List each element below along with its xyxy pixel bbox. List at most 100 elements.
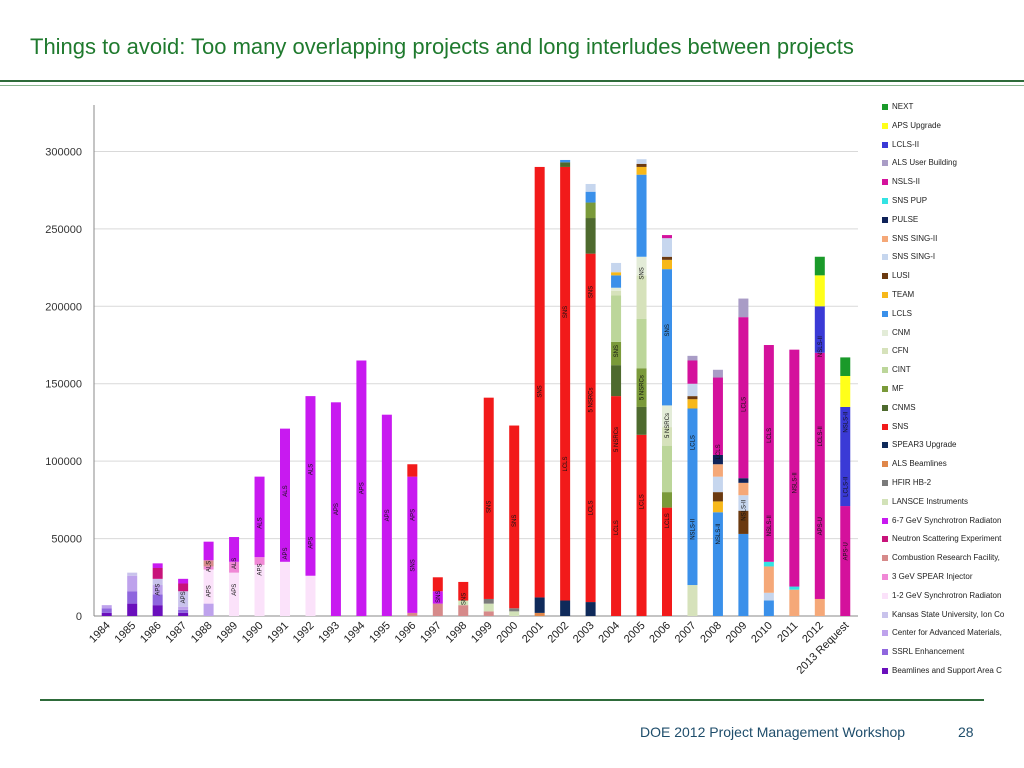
- bar-segment: [203, 541, 214, 561]
- legend-swatch: [882, 498, 888, 505]
- bar-segment: [101, 608, 112, 613]
- bar-segment: [789, 589, 800, 616]
- legend-item: SPEAR3 Upgrade: [878, 438, 1024, 457]
- legend-item: HFIR HB-2: [878, 476, 1024, 495]
- bar-segment: [712, 369, 723, 378]
- y-tick-label: 150000: [45, 379, 82, 391]
- bar-segment: [560, 162, 571, 167]
- bar-label: ALS: [258, 517, 264, 528]
- bar-segment: [127, 603, 138, 616]
- x-tick-label: 1995: [367, 620, 393, 646]
- bar-label: NSLS-II: [792, 472, 798, 493]
- bar-segment: [636, 406, 647, 435]
- bar-segment: [662, 235, 672, 239]
- legend-item: ALS User Building: [878, 156, 1024, 175]
- bar-label: ALS: [232, 558, 238, 569]
- legend-swatch: [882, 273, 888, 280]
- legend-label: SSRL Enhancement: [892, 647, 965, 657]
- bar-segment: [712, 377, 723, 455]
- bar-label: SNS: [640, 267, 646, 279]
- bar-label: LCLS: [767, 428, 773, 443]
- legend-label: CFN: [892, 346, 909, 356]
- bar-segment: [152, 563, 163, 568]
- bar-segment: [178, 612, 189, 616]
- bar-segment: [611, 365, 622, 397]
- bar-segment: [687, 399, 698, 409]
- bar-segment: [662, 445, 672, 493]
- x-tick-label: 2001: [520, 620, 546, 646]
- bar-segment: [687, 585, 698, 616]
- bar-segment: [687, 360, 698, 384]
- legend-swatch: [882, 517, 888, 524]
- bar-label: LCLS: [716, 444, 722, 459]
- bar-label: LCLS: [690, 435, 696, 450]
- x-tick-label: 1987: [163, 620, 189, 646]
- bar-segment: [662, 405, 672, 428]
- bar-label: APS: [359, 482, 365, 494]
- legend-swatch: [882, 235, 888, 242]
- legend-label: NEXT: [892, 102, 914, 111]
- legend-swatch: [882, 254, 888, 261]
- bar-segment: [840, 506, 851, 616]
- bar-segment: [636, 368, 647, 407]
- legend-item: NEXT: [878, 100, 1024, 119]
- x-tick-label: 1992: [291, 620, 317, 646]
- bar-segment: [738, 510, 749, 534]
- bar-segment: [636, 166, 647, 175]
- legend-swatch: [882, 291, 888, 298]
- legend-label: SNS SING-II: [892, 233, 938, 243]
- bar-label: SNS: [512, 515, 518, 527]
- bar-label: NSLS-II: [741, 499, 747, 520]
- bar-segment: [509, 425, 520, 609]
- x-tick-label: 2010: [749, 620, 775, 646]
- slide-title: Things to avoid: Too many overlapping pr…: [30, 34, 854, 59]
- bar-segment: [611, 396, 622, 616]
- legend-swatch: [882, 329, 888, 336]
- legend-swatch: [882, 442, 888, 449]
- bar-label: NSLS-II: [716, 523, 722, 544]
- legend-item: 6-7 GeV Synchrotron Radiaton: [878, 514, 1024, 533]
- bar-segment: [712, 512, 723, 616]
- title-divider: [0, 80, 1024, 82]
- page-number: 28: [958, 724, 974, 740]
- legend-swatch: [882, 423, 888, 430]
- bar-segment: [330, 402, 341, 616]
- legend-swatch: [882, 310, 888, 317]
- x-tick-label: 1985: [113, 620, 139, 646]
- legend-label: SNS PUP: [892, 195, 928, 205]
- legend-item: SSRL Enhancement: [878, 645, 1024, 664]
- bar-segment: [763, 592, 774, 601]
- x-tick-label: 1998: [444, 620, 470, 646]
- bar-segment: [687, 396, 698, 400]
- bar-segment: [712, 454, 723, 465]
- bar-label: 5 NSRCs: [665, 413, 671, 438]
- legend-label: ALS Beamlines: [892, 459, 947, 469]
- legend-item: SNS SING-I: [878, 250, 1024, 269]
- legend-item: MF: [878, 382, 1024, 401]
- legend-label: TEAM: [892, 289, 915, 299]
- legend-label: Beamlines and Support Area C: [892, 665, 1002, 675]
- bar-segment: [738, 533, 749, 616]
- bar-segment: [483, 603, 494, 612]
- bar-segment: [432, 603, 443, 616]
- bar-segment: [611, 290, 622, 296]
- x-tick-label: 1994: [342, 620, 368, 646]
- legend-swatch: [882, 179, 888, 186]
- stacked-bar-chart: 0 50000 100000 150000 200000 250000 300000 1984…: [45, 105, 858, 677]
- bar-label: SNS: [614, 345, 620, 357]
- bar-label: NSLS-II: [690, 518, 696, 539]
- bar-segment: [483, 611, 494, 616]
- bar-segment: [101, 605, 112, 609]
- bar-segment: [712, 492, 723, 502]
- bar-segment: [840, 406, 851, 507]
- y-tick-label: 300000: [45, 146, 82, 158]
- bar-segment: [458, 605, 469, 616]
- bar-label: ALS: [283, 485, 289, 496]
- legend-label: NSLS-II: [892, 177, 921, 187]
- bar-label: NSLS-II: [767, 515, 773, 536]
- chart-legend: NEXT APS Upgrade LCLS-II ALS User Building N…: [878, 100, 1024, 683]
- bar-segment: [178, 578, 189, 584]
- bar-label: SNS: [563, 306, 569, 318]
- bar-segment: [178, 583, 189, 592]
- bar-segment: [407, 464, 418, 477]
